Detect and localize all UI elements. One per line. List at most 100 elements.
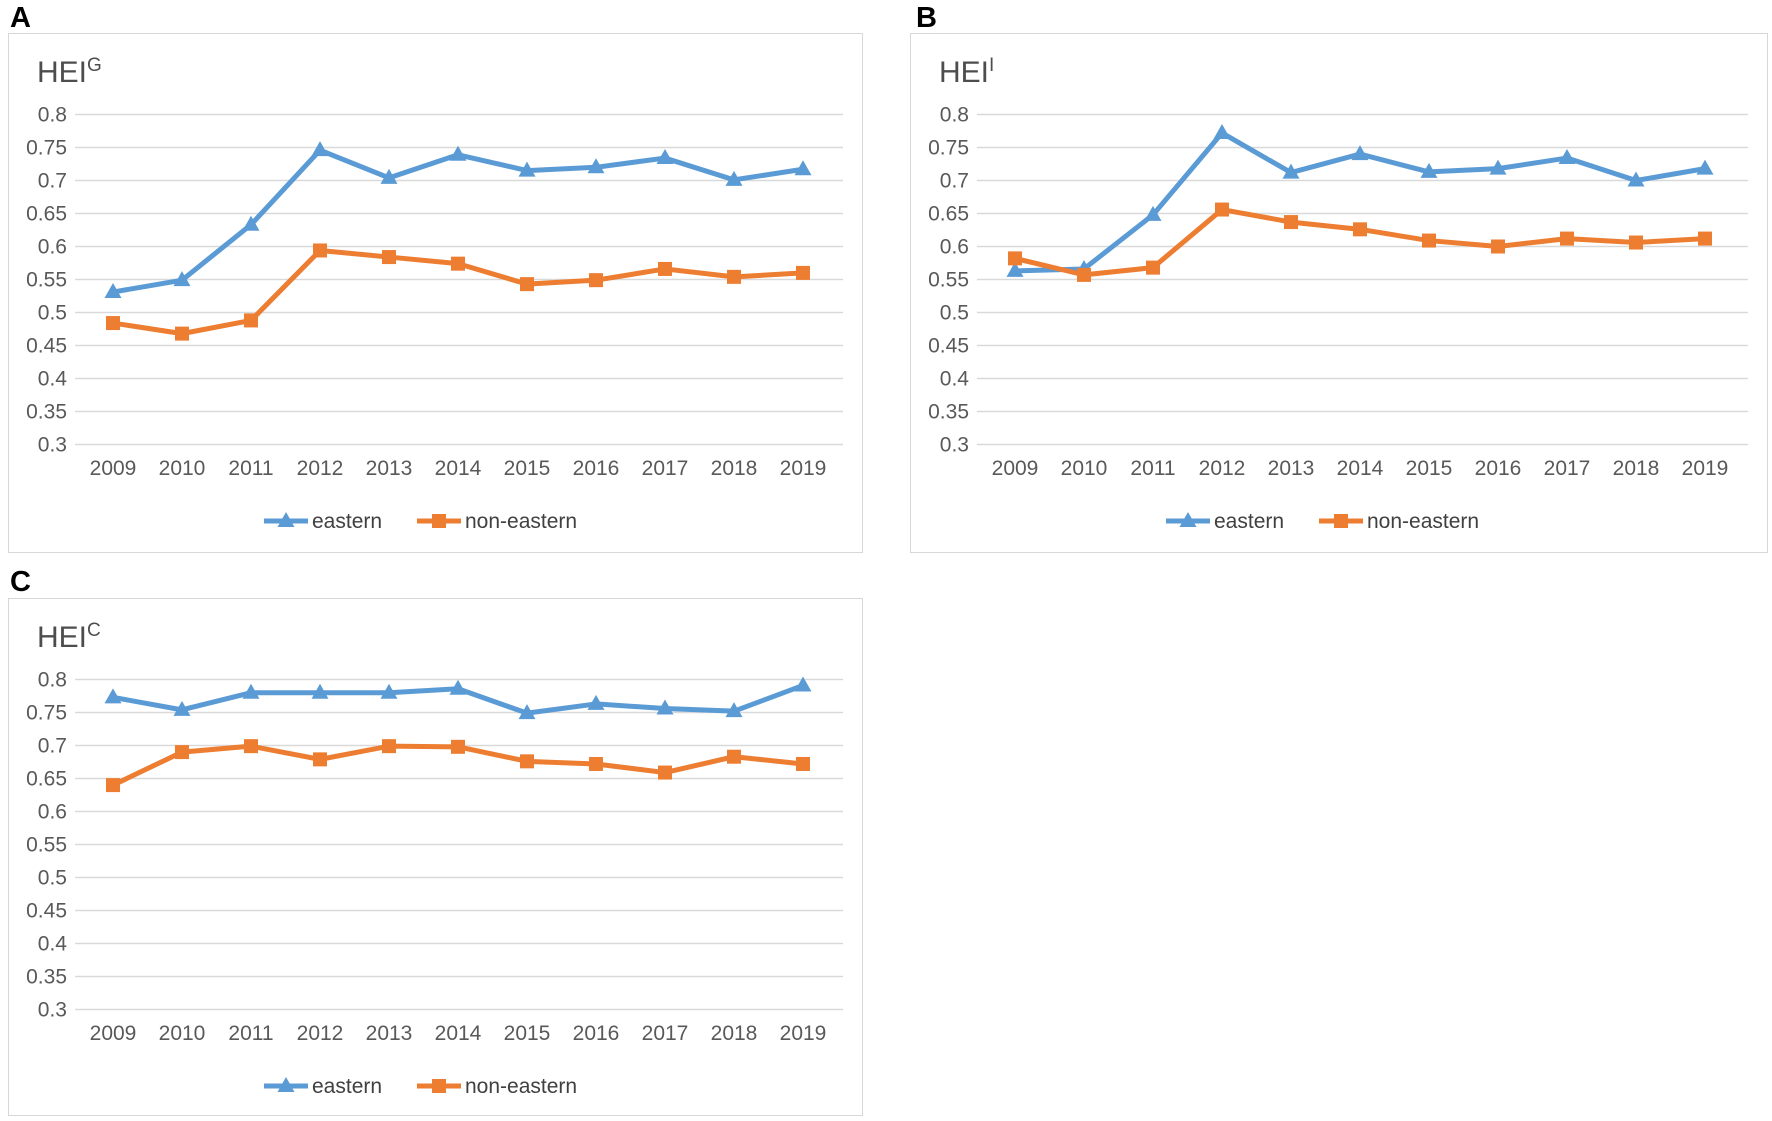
- data-point-eastern: [518, 161, 536, 177]
- x-axis-tick-label: 2010: [159, 1022, 206, 1045]
- data-point-non-eastern: [658, 765, 672, 780]
- chart-title-base: HEI: [37, 56, 87, 89]
- y-axis-tick-label: 0.65: [26, 203, 67, 226]
- chart-title: HEIC: [37, 620, 101, 654]
- chart-panel-c: HEIC 0.8 0.75 0.7 0.65 0.6 0.55 0.5 0.45 0.4 0.35 0…: [8, 598, 863, 1116]
- legend-label-non-eastern: non-eastern: [465, 1075, 577, 1098]
- x-axis-tick-label: 2019: [780, 457, 827, 480]
- x-axis-tick-label: 2014: [435, 1022, 482, 1045]
- y-axis-tick-label: 0.6: [38, 801, 67, 824]
- data-point-eastern: [794, 676, 812, 692]
- y-axis-tick-label: 0.4: [38, 368, 68, 391]
- x-axis-tick-label: 2014: [1337, 457, 1384, 480]
- x-axis-tick-label: 2016: [1475, 457, 1522, 480]
- x-axis-tick-label: 2017: [642, 1022, 689, 1045]
- data-point-eastern: [1006, 261, 1024, 277]
- y-axis-tick-label: 0.65: [26, 768, 67, 791]
- x-axis-tick-label: 2009: [992, 457, 1039, 480]
- x-axis-tick-label: 2014: [435, 457, 482, 480]
- data-point-eastern: [656, 699, 674, 715]
- x-axis-tick-label: 2009: [90, 1022, 137, 1045]
- data-point-non-eastern: [382, 739, 396, 754]
- y-axis-tick-label: 0.3: [38, 999, 67, 1022]
- data-point-eastern: [173, 271, 191, 287]
- chart-title-superscript: C: [87, 620, 101, 641]
- y-axis-tick-label: 0.45: [26, 335, 67, 358]
- y-axis-tick-label: 0.55: [26, 834, 67, 857]
- data-point-non-eastern: [520, 754, 534, 769]
- y-axis-tick-label: 0.35: [26, 401, 67, 424]
- data-point-eastern: [587, 158, 605, 174]
- data-point-eastern: [104, 688, 122, 704]
- y-axis-tick-label: 0.4: [940, 368, 970, 391]
- data-point-non-eastern: [520, 277, 534, 292]
- data-point-non-eastern: [1215, 202, 1229, 217]
- line-chart: HEII 0.8 0.75 0.7 0.65 0.6 0.55 0.5 0.45 0.4 0.35 0…: [928, 55, 1748, 533]
- line-chart: HEIG 0.8 0.75 0.7 0.65 0.6 0.55 0.5 0.45 0.4 0.35 0…: [26, 55, 843, 533]
- y-axis-tick-label: 0.35: [928, 401, 969, 424]
- data-point-non-eastern: [313, 752, 327, 767]
- data-point-eastern: [173, 700, 191, 716]
- y-axis-tick-label: 0.65: [928, 203, 969, 226]
- panel-label-b: B: [916, 2, 937, 34]
- data-point-eastern: [1558, 149, 1576, 165]
- chart-title-base: HEI: [939, 56, 989, 89]
- x-axis-tick-label: 2011: [1130, 457, 1175, 480]
- legend-key-marker-eastern: [277, 512, 295, 527]
- data-point-eastern: [311, 683, 329, 699]
- legend-key-marker-eastern: [1179, 512, 1197, 527]
- data-point-eastern: [380, 168, 398, 184]
- y-axis-tick-label: 0.4: [38, 933, 68, 956]
- x-axis-tick-label: 2010: [1061, 457, 1108, 480]
- y-axis-tick-label: 0.35: [26, 966, 67, 989]
- data-point-non-eastern: [1077, 267, 1091, 282]
- data-point-non-eastern: [244, 313, 258, 328]
- y-axis-tick-label: 0.7: [940, 170, 969, 193]
- y-axis-tick-label: 0.5: [38, 302, 67, 325]
- legend-label-eastern: eastern: [1214, 510, 1284, 533]
- data-point-non-eastern: [1353, 222, 1367, 237]
- legend-key-marker-eastern: [277, 1077, 295, 1092]
- chart-title: HEII: [939, 55, 994, 89]
- data-point-eastern: [311, 141, 329, 157]
- data-point-non-eastern: [175, 745, 189, 760]
- x-axis-tick-label: 2011: [228, 1022, 273, 1045]
- data-point-non-eastern: [1284, 215, 1298, 230]
- x-axis-tick-label: 2012: [297, 457, 344, 480]
- data-point-non-eastern: [106, 316, 120, 331]
- data-point-eastern: [242, 215, 260, 231]
- chart-title-superscript: I: [989, 55, 994, 76]
- x-axis-tick-label: 2011: [228, 457, 273, 480]
- y-axis-tick-label: 0.55: [928, 269, 969, 292]
- data-point-non-eastern: [1698, 231, 1712, 246]
- data-point-eastern: [1282, 163, 1300, 179]
- data-point-non-eastern: [244, 739, 258, 754]
- y-axis-tick-label: 0.8: [940, 104, 969, 127]
- y-axis-tick-label: 0.7: [38, 170, 67, 193]
- x-axis-tick-label: 2013: [366, 457, 413, 480]
- data-point-non-eastern: [796, 756, 810, 771]
- y-axis-tick-label: 0.6: [38, 236, 67, 259]
- legend-key-marker-non-eastern: [1334, 514, 1348, 528]
- y-axis-tick-label: 0.75: [928, 137, 969, 160]
- panel-label-c: C: [10, 566, 31, 598]
- x-axis-tick-label: 2019: [1682, 457, 1729, 480]
- y-axis-tick-label: 0.3: [940, 434, 969, 457]
- data-point-non-eastern: [106, 778, 120, 793]
- data-point-non-eastern: [589, 756, 603, 771]
- data-point-eastern: [449, 145, 467, 161]
- data-point-eastern: [725, 170, 743, 186]
- y-axis-tick-label: 0.7: [38, 735, 67, 758]
- data-point-non-eastern: [1629, 235, 1643, 250]
- x-axis-tick-label: 2015: [1406, 457, 1453, 480]
- data-point-eastern: [587, 694, 605, 710]
- legend-key-marker-non-eastern: [432, 514, 446, 528]
- y-axis-tick-label: 0.45: [928, 335, 969, 358]
- x-axis-tick-label: 2009: [90, 457, 137, 480]
- chart-title-base: HEI: [37, 621, 87, 654]
- data-point-eastern: [104, 283, 122, 299]
- x-axis-tick-label: 2017: [642, 457, 689, 480]
- x-axis-tick-label: 2018: [1613, 457, 1660, 480]
- data-point-eastern: [1351, 145, 1369, 161]
